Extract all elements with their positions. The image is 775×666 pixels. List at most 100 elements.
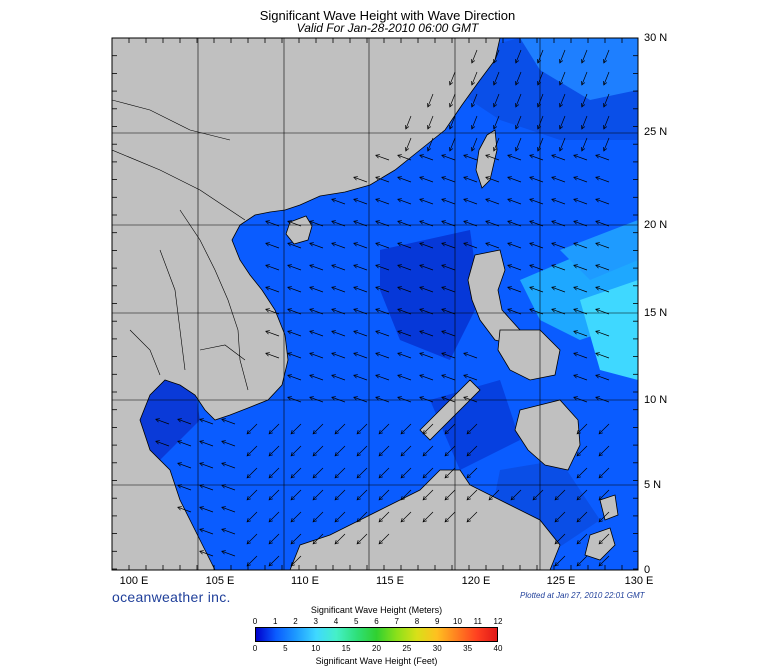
arrow-head (471, 146, 476, 152)
arrow-head (422, 518, 427, 523)
wave-direction-arrow (353, 264, 368, 271)
colorbar-feet-tick: 25 (402, 644, 412, 653)
arrow-head (419, 330, 424, 335)
arrow-head (331, 198, 336, 203)
wave-direction-arrow (485, 242, 500, 249)
arrow-head (603, 102, 608, 108)
wave-direction-arrow (268, 445, 280, 457)
wave-direction-arrow (595, 374, 610, 381)
arrow-head (537, 124, 542, 130)
wave-direction-arrow (598, 467, 610, 479)
wave-direction-arrow (507, 198, 522, 205)
arrow-head (507, 308, 512, 313)
asia-mainland (112, 38, 501, 570)
wave-direction-arrow (309, 352, 324, 359)
arrow-head (405, 124, 410, 130)
wave-direction-arrow (397, 220, 412, 227)
wave-direction-arrow (419, 198, 434, 205)
wave-direction-arrow (334, 467, 346, 479)
lon-label-105: 105 E (205, 575, 235, 587)
wave-direction-arrow (488, 489, 500, 501)
wave-direction-arrow (375, 264, 390, 271)
arrow-head (378, 452, 383, 457)
arrow-head (353, 352, 358, 357)
wave-direction-arrow (375, 396, 390, 403)
map-title: Significant Wave Height with Wave Direct… (259, 8, 516, 23)
wave-direction-arrow (353, 242, 368, 249)
map-frame (111, 37, 639, 571)
wave-direction-arrow (397, 264, 412, 271)
arrow-head (356, 518, 361, 523)
wave-direction-arrow (331, 330, 346, 337)
colorbar-meters-tick: 1 (273, 617, 278, 626)
arrow-head (581, 146, 586, 152)
arrow-head (529, 242, 534, 247)
wave-direction-arrow (537, 71, 544, 86)
wave-direction-arrow (334, 489, 346, 501)
arrow-head (463, 176, 468, 181)
arrow-head (485, 176, 490, 181)
wave-direction-arrow (441, 330, 456, 337)
wave-direction-arrow (444, 467, 456, 479)
arrow-head (595, 220, 600, 225)
wave-height-map (111, 37, 639, 571)
wave-direction-arrow (485, 198, 500, 205)
wave-direction-arrow (378, 533, 390, 545)
arrow-head (466, 474, 471, 479)
light-patch-northeast (520, 38, 638, 100)
wave-direction-arrow (221, 462, 236, 469)
wave-direction-arrow (441, 264, 456, 271)
wave-direction-arrow (177, 418, 192, 425)
wave-direction-arrow (378, 467, 390, 479)
wave-direction-arrow (375, 220, 390, 227)
wave-direction-arrow (427, 137, 434, 152)
wave-direction-arrow (573, 176, 588, 183)
wave-direction-arrow (551, 198, 566, 205)
arrow-head (331, 374, 336, 379)
arrow-head (221, 550, 226, 555)
arrow-head (419, 286, 424, 291)
arrow-head (268, 496, 273, 501)
arrow-head (603, 146, 608, 152)
wave-direction-arrow (444, 445, 456, 457)
arrow-head (309, 374, 314, 379)
wave-direction-arrow (485, 154, 500, 161)
wave-direction-arrow (595, 176, 610, 183)
wave-direction-arrow (378, 423, 390, 435)
wave-direction-arrow (353, 352, 368, 359)
arrow-head (312, 540, 317, 545)
arrow-head (221, 506, 226, 511)
arrow-head (576, 496, 581, 501)
wave-direction-arrow (356, 511, 368, 523)
arrow-head (397, 220, 402, 225)
colorbar-feet-tick: 5 (283, 644, 288, 653)
arrow-head (576, 430, 581, 435)
mindanao (514, 399, 581, 471)
wave-direction-arrow (441, 286, 456, 293)
colorbar-meters-tick: 5 (354, 617, 359, 626)
arrow-head (559, 80, 564, 86)
arrow-head (334, 496, 339, 501)
wave-direction-arrow (449, 71, 456, 86)
wave-direction-arrow (515, 71, 522, 86)
arrow-head (532, 496, 537, 501)
arrow-head (441, 176, 446, 181)
wave-direction-arrow (378, 511, 390, 523)
arrow-head (515, 80, 520, 86)
wave-direction-arrow (441, 198, 456, 205)
wave-direction-arrow (397, 330, 412, 337)
arrow-head (353, 264, 358, 269)
wave-direction-arrow (581, 137, 588, 152)
wave-direction-arrow (441, 374, 456, 381)
arrow-head (419, 374, 424, 379)
arrow-head (375, 308, 380, 313)
light-patch-east-3 (560, 220, 638, 280)
arrow-head (551, 308, 556, 313)
wave-direction-arrow (155, 440, 170, 447)
arrow-head (573, 374, 578, 379)
arrow-head (485, 220, 490, 225)
wave-direction-arrow (400, 467, 412, 479)
arrow-head (444, 430, 449, 435)
wave-direction-arrow (199, 550, 214, 557)
arrow-head (537, 146, 542, 152)
